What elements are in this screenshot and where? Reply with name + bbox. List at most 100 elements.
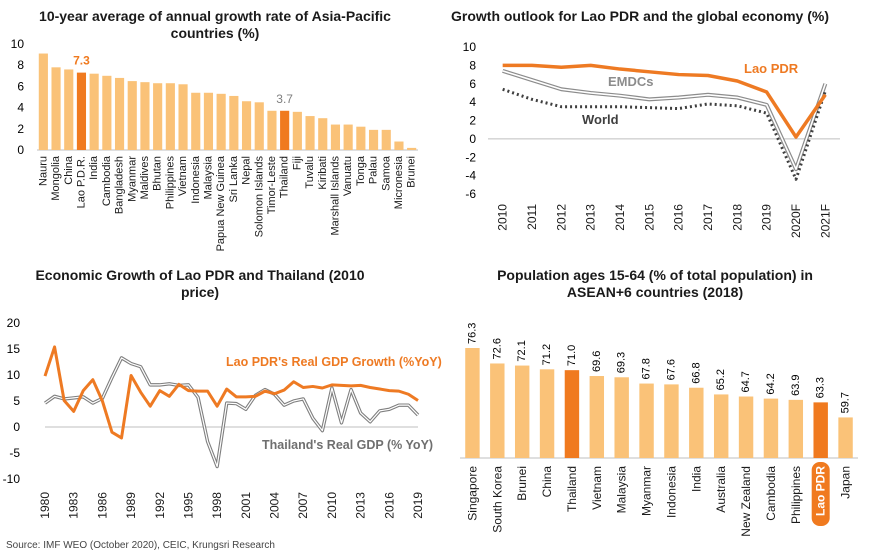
- x-tick-label: 2019: [411, 492, 425, 519]
- x-tick-label: 2001: [239, 492, 253, 519]
- data-label: 63.3: [815, 377, 827, 398]
- chart-panel-asia-growth: 10-year average of annual growth rate of…: [0, 0, 430, 270]
- y-tick-label: 6: [17, 79, 24, 93]
- y-tick-label: 15: [7, 342, 21, 356]
- data-label: 67.8: [641, 358, 653, 379]
- series-label-thailand: Thailand's Real GDP (% YoY): [262, 438, 433, 452]
- bar: [280, 110, 290, 150]
- series-line-thailand-inner: [44, 357, 419, 468]
- series-label-lao-pdr: Lao PDR's Real GDP Growth (%YoY): [226, 355, 442, 369]
- x-tick-label: 2020F: [789, 204, 803, 238]
- bar: [589, 376, 605, 458]
- x-tick-label: 2007: [296, 492, 310, 519]
- x-tick-label: Bangladesh: [114, 156, 126, 214]
- x-tick-label: 2018: [730, 204, 744, 231]
- bar: [381, 129, 391, 150]
- series-line-emdcs-inner: [502, 70, 827, 170]
- bar: [76, 72, 87, 150]
- x-tick-label: 2012: [554, 204, 568, 231]
- x-tick-label: China: [63, 155, 75, 185]
- bar: [763, 398, 779, 458]
- data-label: 64.7: [740, 371, 752, 392]
- bar: [788, 399, 804, 458]
- x-tick-label: Malaysia: [202, 155, 214, 199]
- x-tick-label: Singapore: [465, 466, 479, 521]
- x-tick-label: Nauru: [37, 156, 49, 186]
- bar: [64, 69, 74, 150]
- y-tick-label: 5: [13, 394, 20, 408]
- y-tick-label: 4: [17, 101, 24, 115]
- data-label: 65.2: [715, 369, 727, 390]
- x-tick-label: Sri Lanka: [228, 155, 240, 202]
- bar: [713, 394, 729, 458]
- y-tick-label: 6: [469, 77, 476, 91]
- bar: [140, 82, 150, 150]
- data-label: 69.6: [591, 351, 603, 372]
- data-label: 67.6: [665, 359, 677, 380]
- bar: [356, 126, 366, 150]
- chart-title: 10-year average of annual growth rate of…: [39, 8, 391, 41]
- bar: [738, 396, 754, 458]
- bar-chart-population: 76.3 Singapore 72.6 South Korea 72.1 Brunei 71…: [460, 323, 858, 537]
- bar: [664, 384, 679, 458]
- x-tick-label: 2004: [268, 492, 282, 519]
- chart-panel-economic-growth: Economic Growth of Lao PDR and Thailand …: [0, 267, 442, 538]
- x-tick-label: 2015: [642, 204, 656, 231]
- x-tick-label: Cambodia: [764, 466, 778, 521]
- x-tick-label: Timor-Leste: [266, 156, 278, 214]
- bar: [394, 141, 404, 150]
- x-tick-label: India: [689, 466, 703, 492]
- x-tick-label: Micronesia: [393, 155, 405, 209]
- data-label: 63.9: [790, 374, 802, 395]
- bar: [89, 73, 99, 150]
- bar: [127, 81, 137, 150]
- bar: [292, 111, 302, 150]
- x-tick-label: Philippines: [164, 156, 176, 210]
- bar: [267, 110, 277, 150]
- x-tick-label: Indonesia: [190, 155, 202, 204]
- bar: [165, 83, 175, 150]
- x-tick-label: 2011: [525, 204, 539, 230]
- x-tick-label: 1980: [38, 492, 52, 519]
- data-label: 76.3: [466, 323, 478, 344]
- bar-chart-asia-growth: 0 2 4 6 8 10 Nauru Mongolia China Lao P.D.R. 7.3 In…: [11, 37, 418, 251]
- bar: [614, 377, 629, 458]
- x-tick-label: Tonga: [355, 155, 367, 186]
- x-tick-label: Vanuatu: [342, 156, 354, 196]
- x-tick-label: China: [540, 466, 554, 498]
- data-label: 3.7: [276, 92, 293, 106]
- y-tick-label: 4: [469, 95, 476, 109]
- bar: [343, 124, 353, 150]
- y-tick-label: 8: [17, 58, 24, 72]
- x-tick-label: 1992: [153, 492, 167, 519]
- line-chart-economic-growth: -10 -5 0 5 10 15 20 1980 1983 1986 1989 1992 1995 199…: [3, 316, 442, 519]
- data-label: 69.3: [616, 352, 628, 373]
- x-tick-label: Philippines: [789, 466, 803, 524]
- bar: [465, 348, 480, 458]
- bar: [241, 101, 252, 150]
- x-tick-label: Solomon Islands: [253, 156, 265, 238]
- chart-panel-growth-outlook: Growth outlook for Lao PDR and the globa…: [440, 0, 870, 270]
- x-tick-label: 2013: [584, 204, 598, 231]
- bar: [203, 92, 214, 150]
- x-tick-label: Mongolia: [50, 155, 62, 201]
- chart-title: Growth outlook for Lao PDR and the globa…: [451, 8, 829, 24]
- x-tick-label: Japan: [839, 466, 853, 499]
- bar: [539, 369, 555, 458]
- y-tick-label: 10: [7, 368, 21, 382]
- x-tick-label: Papua New Guinea: [215, 155, 227, 251]
- data-label: 64.2: [765, 373, 777, 394]
- bar: [838, 417, 853, 458]
- line-chart-growth-outlook: -6 -4 -2 0 2 4 6 8 10 2010 2011 2012 2013 2014 2015 201…: [463, 40, 840, 238]
- bar: [114, 77, 125, 150]
- bar: [318, 118, 328, 150]
- category-highlight-pill: [811, 462, 830, 526]
- bar: [514, 365, 530, 458]
- y-tick-label: 0: [17, 143, 24, 157]
- bar: [216, 93, 226, 150]
- bar: [102, 75, 112, 150]
- y-tick-label: -10: [3, 472, 21, 486]
- chart-panel-population: Population ages 15-64 (% of total popula…: [440, 267, 870, 538]
- series-label-world: World: [582, 112, 619, 127]
- x-tick-label: Myanmar: [640, 466, 654, 516]
